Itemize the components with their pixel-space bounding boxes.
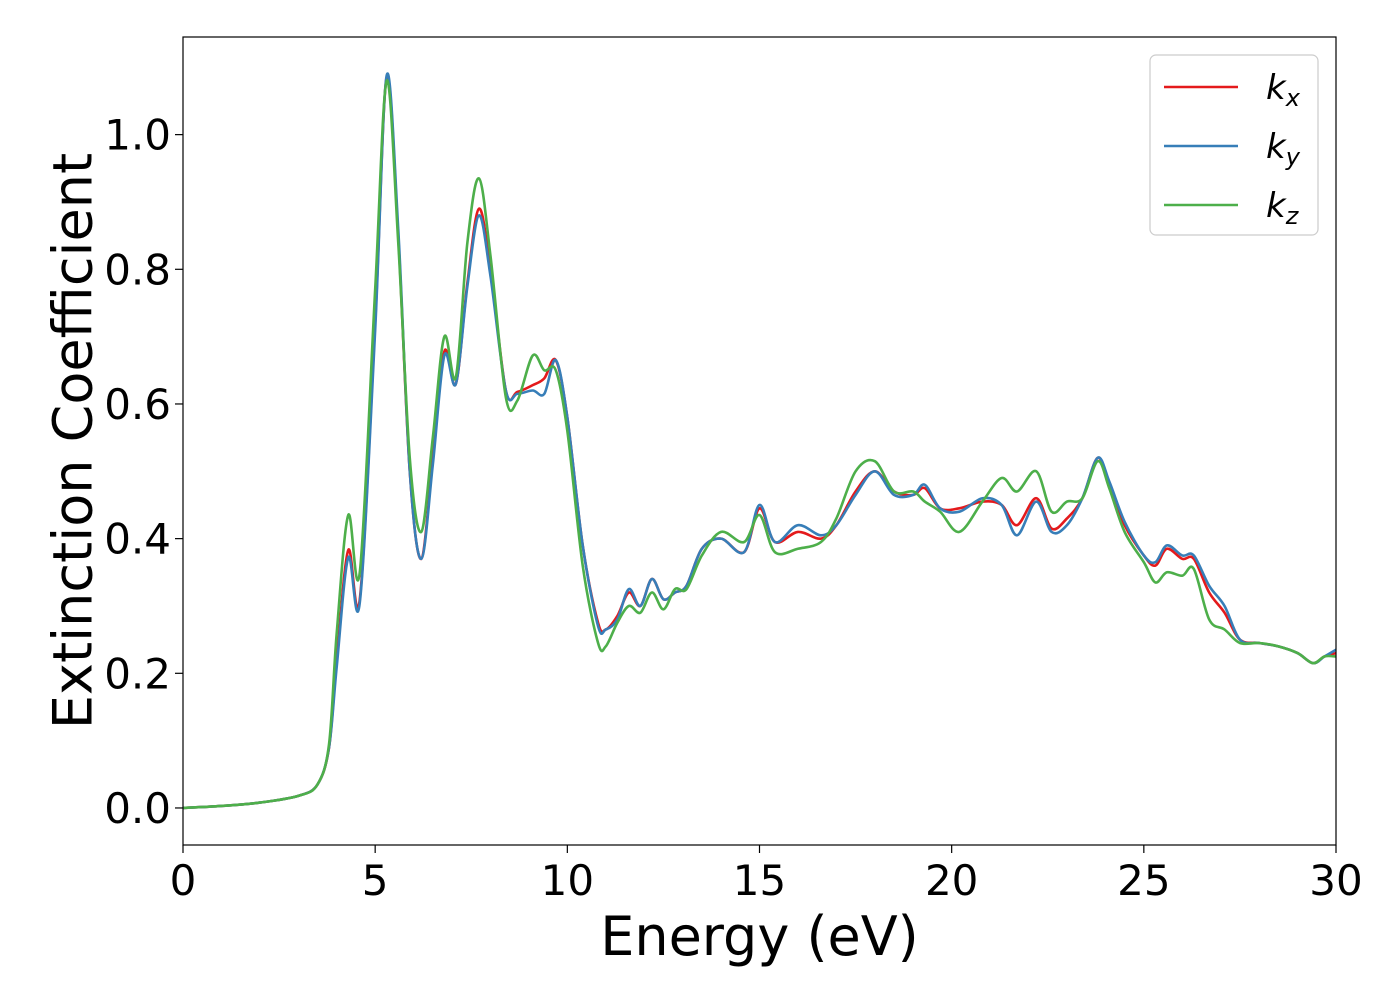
legend-label-kx: kx: [1266, 68, 1301, 112]
x-axis-ticks: 0 5 10 15 20 25 30: [170, 845, 1363, 905]
legend-label-ky: ky: [1266, 127, 1301, 171]
y-tick-label: 1.0: [104, 111, 171, 160]
legend: kx ky kz: [1149, 54, 1319, 236]
y-tick-label: 0.6: [104, 380, 171, 429]
y-tick-label: 0.0: [104, 784, 171, 833]
y-tick-label: 0.8: [104, 245, 171, 294]
x-axis-label: Energy (eV): [600, 905, 919, 968]
y-axis-ticks: 0.0 0.2 0.4 0.6 0.8 1.0: [104, 111, 183, 833]
x-tick-label: 25: [1117, 856, 1170, 905]
x-tick-label: 5: [362, 856, 389, 905]
x-tick-label: 15: [733, 856, 786, 905]
y-tick-label: 0.2: [104, 649, 171, 698]
y-axis-label: Extinction Coefficient: [42, 153, 105, 729]
series-line-kz: [183, 79, 1336, 810]
plot-lines: [183, 72, 1336, 810]
x-tick-label: 30: [1309, 856, 1362, 905]
y-tick-label: 0.4: [104, 515, 171, 564]
x-tick-label: 20: [925, 856, 978, 905]
legend-label-kz: kz: [1266, 186, 1300, 230]
x-tick-label: 0: [170, 856, 197, 905]
x-tick-label: 10: [541, 856, 594, 905]
